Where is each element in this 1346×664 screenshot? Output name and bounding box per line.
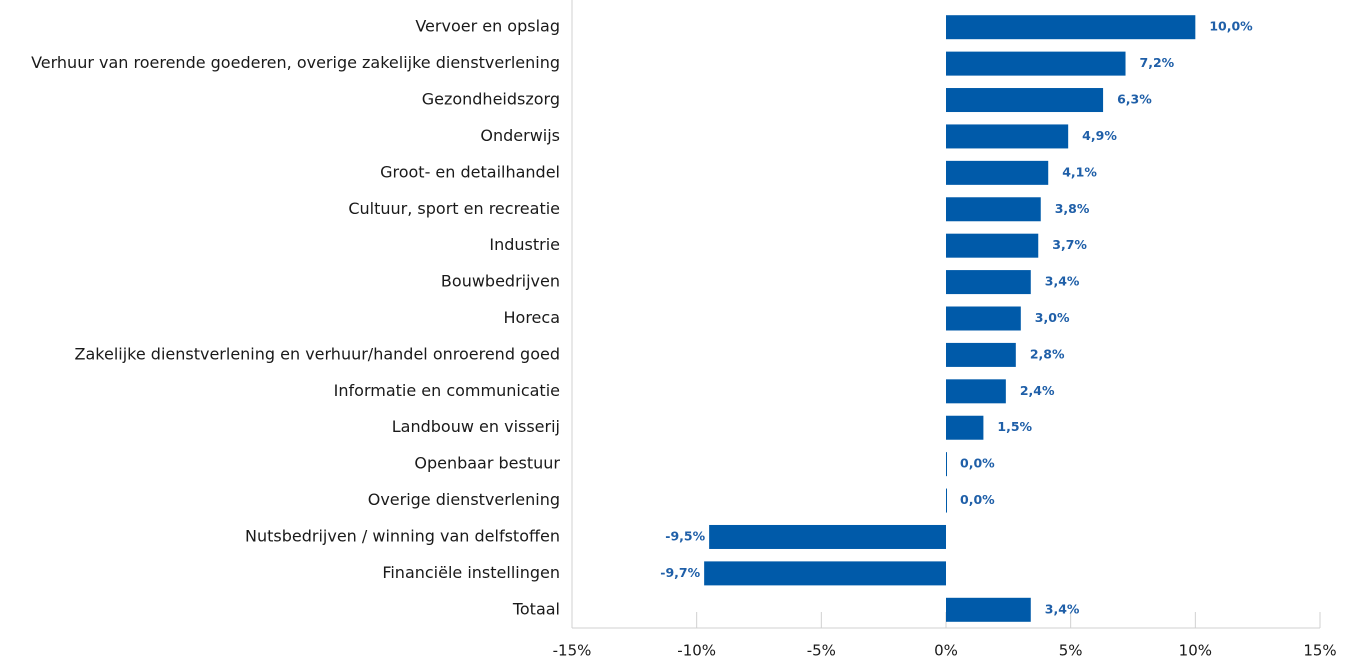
bar (946, 160, 1049, 185)
category-label: Openbaar bestuur (414, 454, 560, 473)
category-label: Totaal (512, 599, 560, 618)
x-tick-label: -5% (807, 642, 836, 660)
bar (946, 452, 947, 477)
value-label: 3,4% (1045, 274, 1080, 289)
bar (704, 561, 946, 586)
category-label: Cultuur, sport en recreatie (348, 199, 560, 218)
value-label: -9,5% (665, 528, 705, 543)
value-label: 3,7% (1052, 237, 1087, 252)
bar (946, 415, 984, 440)
value-label: 3,8% (1055, 201, 1090, 216)
category-label: Zakelijke dienstverlening en verhuur/han… (75, 344, 560, 363)
value-label: 4,1% (1062, 164, 1097, 179)
value-label: 4,9% (1082, 128, 1117, 143)
category-label: Nutsbedrijven / winning van delfstoffen (245, 526, 560, 545)
category-label: Informatie en communicatie (334, 381, 560, 400)
bar (946, 342, 1016, 367)
bar (946, 270, 1031, 295)
value-label: -9,7% (660, 565, 700, 580)
x-tick-label: 0% (934, 642, 958, 660)
category-label: Industrie (489, 235, 560, 254)
category-label: Landbouw en visserij (392, 417, 560, 436)
bar (946, 233, 1039, 258)
value-label: 3,4% (1045, 601, 1080, 616)
value-label: 1,5% (997, 419, 1032, 434)
category-label: Onderwijs (480, 126, 560, 145)
category-label: Gezondheidszorg (422, 90, 560, 109)
bar (946, 124, 1069, 149)
x-tick-label: 5% (1059, 642, 1083, 660)
bar (946, 379, 1006, 404)
value-label: 10,0% (1209, 19, 1253, 34)
category-label: Verhuur van roerende goederen, overige z… (31, 53, 560, 72)
category-label: Groot- en detailhandel (380, 162, 560, 181)
value-label: 2,4% (1020, 383, 1055, 398)
bar (946, 15, 1196, 40)
category-label: Bouwbedrijven (441, 272, 560, 291)
bar (946, 88, 1104, 113)
bar (946, 197, 1041, 222)
category-label: Overige dienstverlening (368, 490, 560, 509)
value-label: 2,8% (1030, 346, 1065, 361)
bar (946, 597, 1031, 622)
value-label: 7,2% (1140, 55, 1175, 70)
bar (946, 51, 1126, 76)
value-label: 3,0% (1035, 310, 1070, 325)
category-label: Vervoer en opslag (415, 17, 560, 36)
value-label: 0,0% (960, 492, 995, 507)
x-tick-label: 15% (1303, 642, 1336, 660)
value-label: 6,3% (1117, 92, 1152, 107)
value-label: 0,0% (960, 456, 995, 471)
bar (946, 306, 1021, 331)
category-label: Financiële instellingen (382, 563, 560, 582)
bar (709, 524, 946, 549)
category-label: Horeca (504, 308, 561, 327)
x-tick-label: 10% (1179, 642, 1212, 660)
bar (946, 488, 947, 513)
x-tick-label: -15% (553, 642, 592, 660)
x-tick-label: -10% (677, 642, 716, 660)
